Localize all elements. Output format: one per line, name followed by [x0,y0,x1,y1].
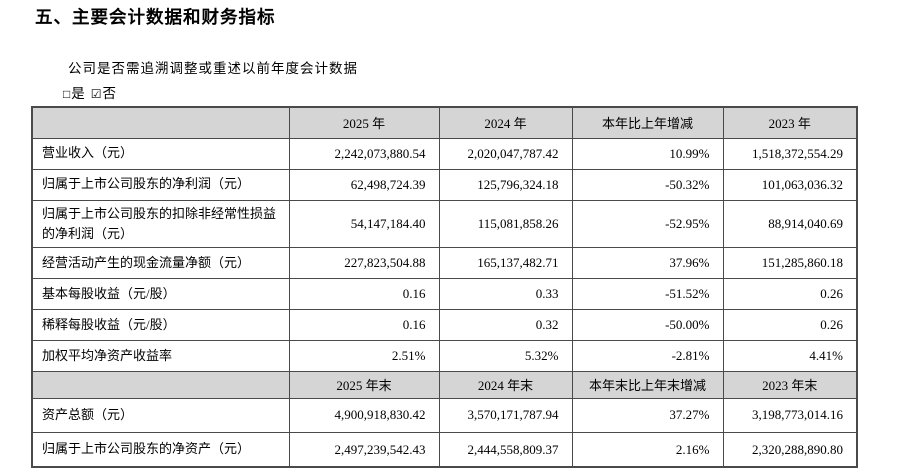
value-2025: 62,498,724.39 [288,168,440,201]
table-row-net-assets: 归属于上市公司股东的净资产（元） 2,497,239,542.43 2,444,… [31,431,858,468]
value-2023: 0.26 [722,308,858,341]
checkbox-yes-label: 是 [71,86,85,101]
value-2025: 227,823,504.88 [288,246,440,279]
table-header-row-annual: 2025 年 2024 年 本年比上年增减 2023 年 [31,106,858,139]
value-2023: 101,063,036.32 [722,168,858,201]
table-row-operating-cash-flow: 经营活动产生的现金流量净额（元） 227,823,504.88 165,137,… [31,246,858,279]
header-cell-2025: 2025 年 [288,106,440,139]
checked-box-icon: ☑ [90,87,102,101]
financial-indicators-table: 2025 年 2024 年 本年比上年增减 2023 年 营业收入（元） 2,2… [31,106,858,469]
table-row-total-assets: 资产总额（元） 4,900,918,830.42 3,570,171,787.9… [31,397,858,433]
restatement-options: □是 ☑否 [63,82,122,102]
row-label: 归属于上市公司股东的扣除非经常性损益的净利润（元） [31,199,290,248]
header-cell-2023-end: 2023 年末 [722,370,858,399]
header-cell-2023: 2023 年 [722,106,858,139]
header-cell-empty [31,106,290,139]
row-label: 稀释每股收益（元/股） [31,308,290,341]
row-label: 资产总额（元） [31,397,290,433]
checkbox-no: ☑否 [91,86,116,101]
value-2023: 88,914,040.69 [722,199,858,248]
value-2023: 151,285,860.18 [722,246,858,279]
value-2024: 2,020,047,787.42 [438,137,573,170]
row-label: 经营活动产生的现金流量净额（元） [31,246,290,279]
value-2023: 0.26 [722,277,858,310]
restatement-question: 公司是否需追溯调整或重述以前年度会计数据 [68,61,358,76]
table-row-weighted-roe: 加权平均净资产收益率 2.51% 5.32% -2.81% 4.41% [31,339,858,372]
table-row-net-profit-deducted: 归属于上市公司股东的扣除非经常性损益的净利润（元） 54,147,184.40 … [31,199,858,248]
value-change: -2.81% [571,339,724,372]
value-2024: 0.33 [438,277,573,310]
header-cell-yoy-change: 本年比上年增减 [571,106,724,139]
table-row-revenue: 营业收入（元） 2,242,073,880.54 2,020,047,787.4… [31,137,858,170]
header-cell-2025-end: 2025 年末 [288,370,440,399]
value-2023: 3,198,773,014.16 [722,397,858,433]
row-label: 归属于上市公司股东的净利润（元） [31,168,290,201]
value-change: -52.95% [571,199,724,248]
page-title: 五、主要会计数据和财务指标 [35,7,276,27]
value-2025: 54,147,184.40 [288,199,440,248]
table-row-basic-eps: 基本每股收益（元/股） 0.16 0.33 -51.52% 0.26 [31,277,858,310]
value-change: 37.96% [571,246,724,279]
value-2024: 0.32 [438,308,573,341]
value-2024: 5.32% [438,339,573,372]
value-change: -50.32% [571,168,724,201]
value-2025: 0.16 [288,308,440,341]
checkbox-yes: □是 [63,86,85,101]
value-2024: 2,444,558,809.37 [438,431,573,468]
header-cell-2024: 2024 年 [438,106,573,139]
value-2023: 2,320,288,890.80 [722,431,858,468]
value-2024: 165,137,482.71 [438,246,573,279]
value-change: 2.16% [571,431,724,468]
value-2023: 4.41% [722,339,858,372]
value-2025: 2,497,239,542.43 [288,431,440,468]
unchecked-box-icon: □ [63,87,71,101]
checkbox-no-label: 否 [102,86,117,101]
value-2025: 4,900,918,830.42 [288,397,440,433]
row-label: 营业收入（元） [31,137,290,170]
value-2025: 0.16 [288,277,440,310]
table-row-diluted-eps: 稀释每股收益（元/股） 0.16 0.32 -50.00% 0.26 [31,308,858,341]
value-2025: 2,242,073,880.54 [288,137,440,170]
row-label: 加权平均净资产收益率 [31,339,290,372]
row-label: 基本每股收益（元/股） [31,277,290,310]
header-cell-end-change: 本年末比上年末增减 [571,370,724,399]
value-change: -50.00% [571,308,724,341]
header-cell-2024-end: 2024 年末 [438,370,573,399]
value-2025: 2.51% [288,339,440,372]
value-change: -51.52% [571,277,724,310]
table-header-row-period-end: 2025 年末 2024 年末 本年末比上年末增减 2023 年末 [31,370,858,399]
row-label: 归属于上市公司股东的净资产（元） [31,431,290,468]
value-2024: 115,081,858.26 [438,199,573,248]
value-2024: 3,570,171,787.94 [438,397,573,433]
table-row-net-profit: 归属于上市公司股东的净利润（元） 62,498,724.39 125,796,3… [31,168,858,201]
value-2023: 1,518,372,554.29 [722,137,858,170]
value-change: 37.27% [571,397,724,433]
header-cell-empty [31,370,290,399]
value-change: 10.99% [571,137,724,170]
value-2024: 125,796,324.18 [438,168,573,201]
